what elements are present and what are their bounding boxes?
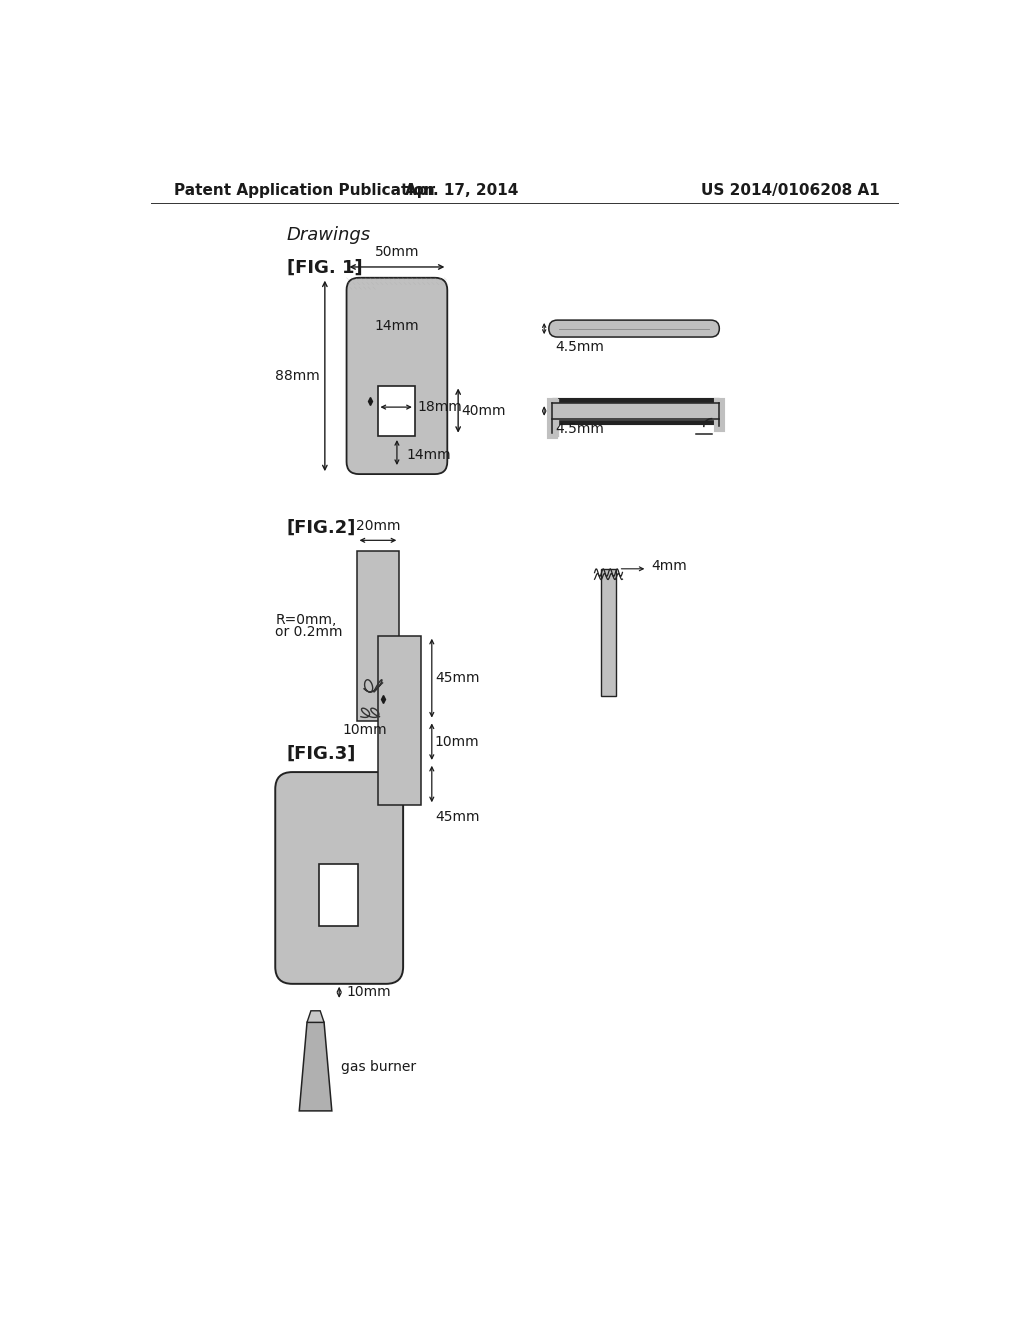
Bar <box>378 636 421 805</box>
Text: 10mm: 10mm <box>347 985 391 999</box>
Text: 45mm: 45mm <box>435 809 479 824</box>
Bar <box>319 865 358 927</box>
FancyBboxPatch shape <box>346 277 447 474</box>
Polygon shape <box>307 1011 324 1022</box>
Text: 88mm: 88mm <box>275 368 321 383</box>
Text: 40mm: 40mm <box>461 404 506 417</box>
Text: Patent Application Publication: Patent Application Publication <box>174 183 435 198</box>
Bar <box>378 385 415 436</box>
Text: US 2014/0106208 A1: US 2014/0106208 A1 <box>701 183 880 198</box>
Text: 4.5mm: 4.5mm <box>555 341 604 354</box>
Polygon shape <box>299 1022 332 1111</box>
Text: Drawings: Drawings <box>287 226 371 244</box>
Text: Apr. 17, 2014: Apr. 17, 2014 <box>404 183 518 198</box>
Text: 14mm: 14mm <box>407 447 451 462</box>
Text: 14mm: 14mm <box>375 319 419 333</box>
Text: 18mm: 18mm <box>418 400 463 414</box>
Text: [FIG.3]: [FIG.3] <box>287 744 356 763</box>
Text: [FIG. 1]: [FIG. 1] <box>287 259 362 276</box>
Text: 20mm: 20mm <box>355 519 400 532</box>
FancyBboxPatch shape <box>275 772 403 983</box>
Text: 45mm: 45mm <box>435 671 479 685</box>
Bar <box>601 569 616 696</box>
Text: [FIG.2]: [FIG.2] <box>287 519 356 537</box>
FancyBboxPatch shape <box>549 321 719 337</box>
Text: 4.5mm: 4.5mm <box>555 421 604 436</box>
Text: 4mm: 4mm <box>651 560 687 573</box>
Bar <box>356 552 399 721</box>
Text: 10mm: 10mm <box>343 723 387 738</box>
Text: gas burner: gas burner <box>341 1060 416 1073</box>
Text: or 0.2mm: or 0.2mm <box>275 624 343 639</box>
Text: 50mm: 50mm <box>375 246 419 259</box>
Text: R=0mm,: R=0mm, <box>275 614 337 627</box>
Text: 10mm: 10mm <box>435 735 479 748</box>
